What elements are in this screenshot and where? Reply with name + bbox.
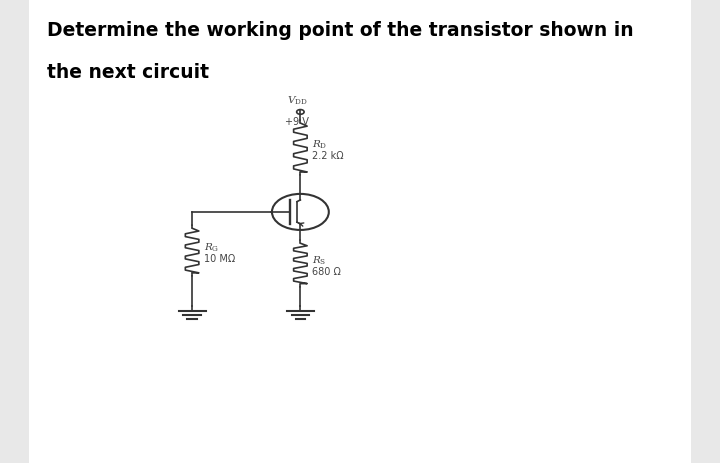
Text: $R_{\mathrm{G}}$: $R_{\mathrm{G}}$ <box>204 241 219 254</box>
Text: $V_{\mathrm{DD}}$: $V_{\mathrm{DD}}$ <box>287 94 307 106</box>
Text: the next circuit: the next circuit <box>47 63 209 81</box>
Text: $R_{\mathrm{D}}$: $R_{\mathrm{D}}$ <box>312 138 328 151</box>
Text: 10 MΩ: 10 MΩ <box>204 254 235 264</box>
Text: 2.2 kΩ: 2.2 kΩ <box>312 151 343 161</box>
Text: $R_{\mathrm{S}}$: $R_{\mathrm{S}}$ <box>312 254 326 267</box>
Text: +9 V: +9 V <box>285 117 309 127</box>
Text: 680 Ω: 680 Ω <box>312 267 341 276</box>
Text: Determine the working point of the transistor shown in: Determine the working point of the trans… <box>47 21 634 40</box>
